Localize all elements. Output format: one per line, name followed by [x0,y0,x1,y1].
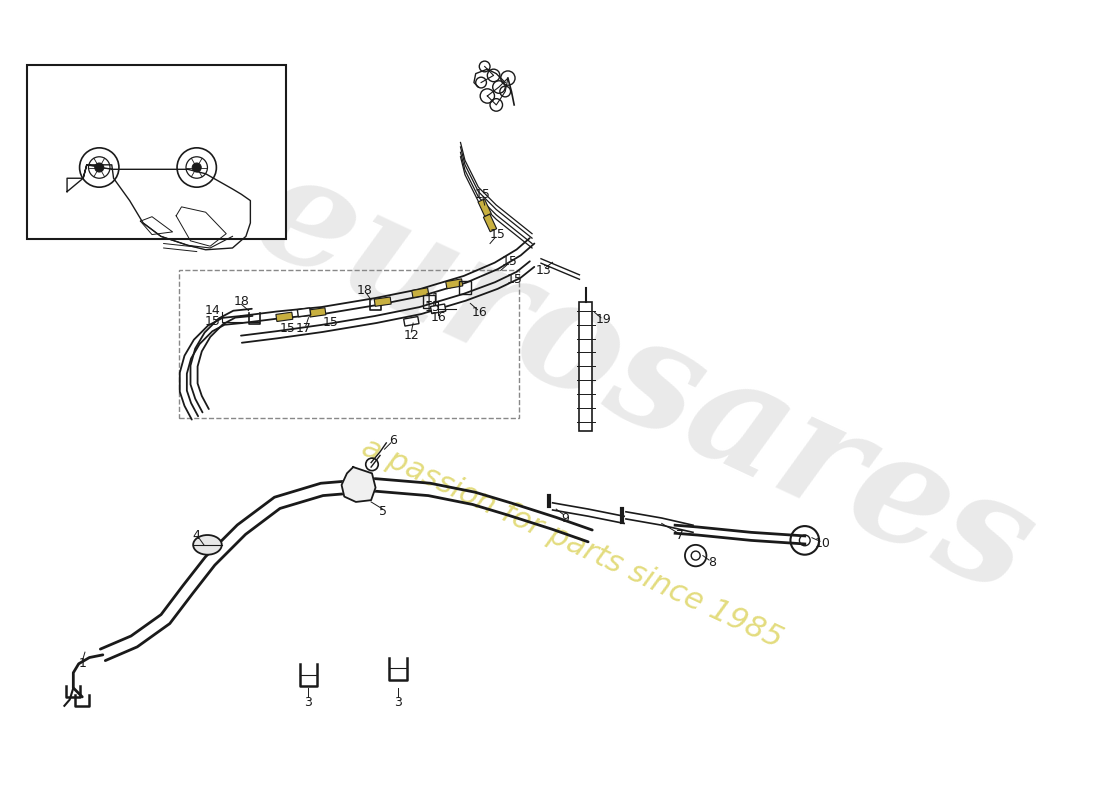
Text: 13: 13 [536,264,551,277]
Text: 15: 15 [506,273,522,286]
Text: 10: 10 [815,537,830,550]
Text: 15: 15 [490,228,505,241]
Text: eurosares: eurosares [232,138,1056,627]
Circle shape [192,163,201,172]
Polygon shape [297,308,310,317]
Text: 17: 17 [296,322,312,335]
Text: 15: 15 [280,322,296,335]
Text: 16: 16 [430,311,446,324]
Text: 6: 6 [389,434,397,446]
Polygon shape [276,312,293,322]
Circle shape [95,163,103,172]
Polygon shape [446,279,463,289]
Text: 15: 15 [475,188,491,201]
Text: 18: 18 [356,285,373,298]
Text: 18: 18 [233,295,250,308]
Bar [424,295,436,308]
Text: 12: 12 [404,329,419,342]
Text: 3: 3 [394,696,402,709]
Text: a passion for parts since 1985: a passion for parts since 1985 [358,433,788,654]
Ellipse shape [194,535,222,554]
Bar [179,270,518,418]
Polygon shape [342,467,375,502]
Text: 19: 19 [596,313,612,326]
Text: 5: 5 [378,506,387,518]
Polygon shape [430,304,446,314]
Text: 15: 15 [425,301,441,314]
Text: 8: 8 [707,556,716,570]
Polygon shape [374,297,392,306]
Bar [580,302,592,431]
Polygon shape [404,317,419,326]
Bar [459,281,471,294]
Polygon shape [478,199,492,217]
Text: 11: 11 [425,293,441,306]
Polygon shape [309,308,326,317]
Text: 9: 9 [561,511,569,525]
Polygon shape [411,288,429,298]
Text: 16: 16 [472,306,487,319]
Text: 15: 15 [205,315,221,328]
Bar [26,65,286,239]
Text: 3: 3 [305,696,312,709]
Text: 1: 1 [78,658,86,670]
Text: 4: 4 [192,530,200,542]
Text: 7: 7 [675,530,683,542]
Text: 14: 14 [205,304,221,317]
Polygon shape [483,214,497,232]
Text: 15: 15 [502,255,518,268]
Text: 15: 15 [323,316,339,329]
